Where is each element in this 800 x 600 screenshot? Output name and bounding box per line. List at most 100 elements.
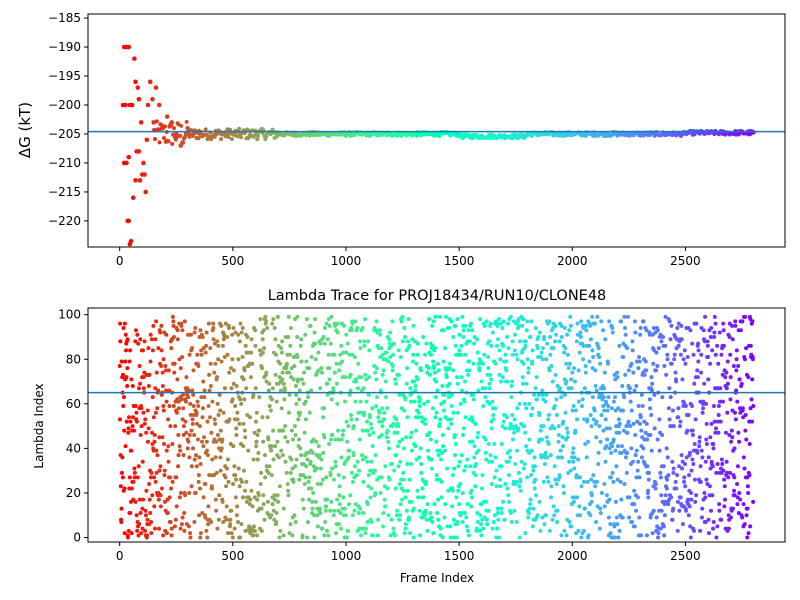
lambda-point [747, 473, 752, 478]
lambda-point [582, 479, 587, 484]
lambda-point [171, 323, 176, 328]
lambda-point [291, 377, 296, 382]
lambda-point [167, 404, 172, 409]
lambda-point [667, 417, 672, 422]
lambda-point [302, 430, 307, 435]
lambda-point [460, 519, 465, 524]
lambda-point [539, 455, 544, 460]
lambda-point [122, 486, 127, 491]
lambda-point [337, 368, 342, 373]
lambda-point [251, 457, 256, 462]
lambda-point [749, 419, 754, 424]
lambda-point [687, 450, 692, 455]
lambda-point [362, 410, 367, 415]
lambda-point [481, 404, 486, 409]
lambda-point [211, 337, 216, 342]
lambda-point [307, 497, 312, 502]
lambda-point [367, 415, 372, 420]
x-tick-label: 1000 [331, 254, 362, 268]
lambda-point [523, 531, 528, 536]
lambda-point [244, 386, 249, 391]
lambda-point [321, 450, 326, 455]
lambda-point [429, 457, 434, 462]
lambda-point [743, 314, 748, 319]
lambda-point [682, 479, 687, 484]
lambda-point [193, 326, 198, 331]
lambda-point [145, 533, 150, 538]
lambda-point [259, 506, 264, 511]
lambda-point [339, 455, 344, 460]
lambda-point [182, 319, 187, 324]
lambda-point [434, 379, 439, 384]
lambda-point [135, 332, 140, 337]
lambda-point [698, 479, 703, 484]
x-tick-label: 2000 [557, 549, 588, 563]
lambda-point [582, 506, 587, 511]
lambda-point [250, 504, 255, 509]
lambda-point [362, 317, 367, 322]
lambda-point [117, 417, 122, 422]
lambda-point [189, 428, 194, 433]
lambda-point [400, 437, 405, 442]
lambda-point [502, 517, 507, 522]
lambda-point [214, 439, 219, 444]
lambda-point [409, 499, 414, 504]
lambda-point [713, 426, 718, 431]
lambda-point [383, 464, 388, 469]
lambda-point [292, 363, 297, 368]
lambda-point [180, 515, 185, 520]
lambda-point [310, 450, 315, 455]
lambda-point [360, 453, 365, 458]
lambda-point [509, 395, 514, 400]
lambda-point [135, 475, 140, 480]
lambda-point [465, 502, 470, 507]
lambda-point [732, 493, 737, 498]
delta-g-point [414, 133, 419, 138]
lambda-point [207, 388, 212, 393]
lambda-point [463, 379, 468, 384]
lambda-point [576, 399, 581, 404]
lambda-point [261, 439, 266, 444]
lambda-point [138, 337, 143, 342]
lambda-point [643, 359, 648, 364]
lambda-point [287, 392, 292, 397]
lambda-point [206, 404, 211, 409]
lambda-point [139, 406, 144, 411]
lambda-point [291, 437, 296, 442]
lambda-point [475, 511, 480, 516]
lambda-point [518, 488, 523, 493]
lambda-point [591, 355, 596, 360]
lambda-point [449, 404, 454, 409]
lambda-point [451, 535, 456, 540]
lambda-point [704, 437, 709, 442]
lambda-point [234, 513, 239, 518]
lambda-point [483, 450, 488, 455]
lambda-point [715, 524, 720, 529]
lambda-point [312, 317, 317, 322]
lambda-point [202, 435, 207, 440]
lambda-point [678, 495, 683, 500]
lambda-point [590, 348, 595, 353]
lambda-point [159, 486, 164, 491]
lambda-point [537, 330, 542, 335]
lambda-point [620, 384, 625, 388]
lambda-point [525, 319, 530, 324]
lambda-point [199, 352, 204, 357]
lambda-point [617, 421, 622, 426]
lambda-point [326, 317, 331, 322]
lambda-point [567, 459, 572, 464]
lambda-point [695, 375, 700, 380]
lambda-point [475, 435, 480, 440]
lambda-point [524, 444, 529, 449]
lambda-point [163, 368, 168, 373]
lambda-point [134, 513, 139, 518]
lambda-point [501, 343, 506, 348]
lambda-point [226, 531, 231, 536]
lambda-point [475, 519, 480, 524]
lambda-point [218, 455, 223, 460]
lambda-point [576, 457, 581, 462]
lambda-point [412, 379, 417, 384]
lambda-point [143, 508, 148, 513]
lambda-point [665, 455, 670, 460]
lambda-point [177, 357, 182, 362]
